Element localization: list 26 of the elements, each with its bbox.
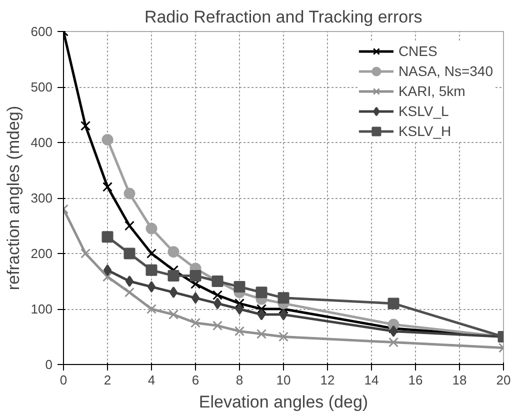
legend-label: NASA, Ns=340 — [398, 63, 493, 79]
x-tick-label: 6 — [192, 372, 200, 388]
legend-label: KARI, 5km — [398, 83, 466, 99]
x-tick-label: 10 — [276, 372, 291, 388]
y-tick-label: 300 — [30, 190, 53, 206]
y-tick-label: 600 — [30, 24, 53, 39]
y-tick-label: 100 — [30, 302, 53, 316]
y-axis-title: refraction angles (mdeg) — [4, 106, 23, 290]
x-tick-label: 18 — [452, 372, 467, 388]
legend-label: KSLV_H — [398, 123, 452, 139]
y-tick-label: 400 — [30, 135, 53, 150]
x-axis-title: Elevation angles (deg) — [198, 392, 368, 412]
x-tick-label: 12 — [320, 372, 335, 388]
x-tick-label: 16 — [408, 372, 423, 388]
x-tick-label: 2 — [104, 372, 112, 388]
chart-title: Radio Refraction and Tracking errors — [144, 8, 422, 26]
x-tick-label: 4 — [148, 372, 156, 388]
legend-label: KSLV_L — [398, 103, 449, 119]
y-tick-label: 0 — [45, 357, 53, 372]
x-tick-label: 14 — [364, 372, 379, 388]
legend-label: CNES — [398, 43, 438, 59]
y-tick-label: 200 — [30, 246, 53, 261]
y-tick-label: 500 — [30, 80, 53, 94]
x-tick-label: 20 — [496, 372, 511, 388]
x-tick-label: 8 — [236, 372, 244, 388]
x-tick-label: 0 — [60, 372, 68, 388]
